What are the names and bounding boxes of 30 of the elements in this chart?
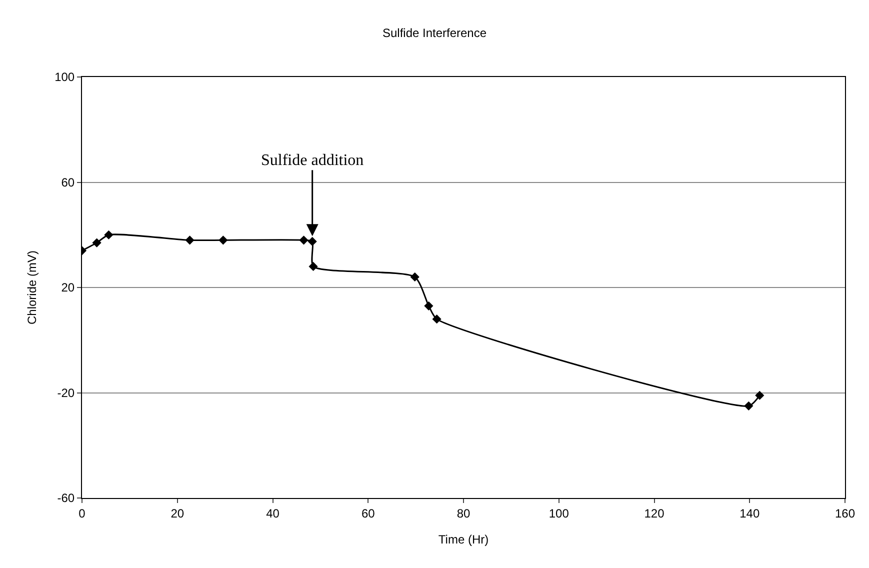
annotation: Sulfide addition (261, 152, 364, 169)
point (308, 236, 317, 246)
point (185, 236, 194, 245)
x-tick-label: 60 (361, 506, 376, 520)
point (744, 401, 754, 410)
x-tick-label: 80 (456, 506, 470, 520)
x-tick-label: 0 (78, 506, 86, 520)
chart-title: Sulfide Interference (382, 26, 487, 40)
y-tick-label: 100 (54, 70, 75, 84)
x-tick-label: 40 (266, 506, 280, 520)
x-tick-label: 140 (740, 506, 760, 520)
point (218, 236, 228, 245)
x-axis-title: Time (Hr) (438, 532, 489, 546)
y-axis-title: Chloride (mV) (24, 250, 39, 325)
x-tick-label: 160 (834, 506, 856, 520)
x-tick-label: 120 (644, 506, 665, 520)
point (755, 390, 764, 400)
y-tick-label: 60 (61, 175, 75, 190)
point (432, 314, 442, 324)
x-tick-label: 100 (548, 506, 570, 520)
point (299, 236, 308, 245)
point (308, 262, 318, 271)
point (410, 272, 420, 282)
y-tick-label: -60 (57, 491, 75, 506)
point (92, 238, 102, 248)
y-tick-label: 20 (61, 280, 75, 295)
x-tick-label: 20 (170, 506, 184, 520)
y-tick-label: -20 (57, 386, 75, 400)
point (424, 301, 434, 310)
point (104, 230, 114, 240)
